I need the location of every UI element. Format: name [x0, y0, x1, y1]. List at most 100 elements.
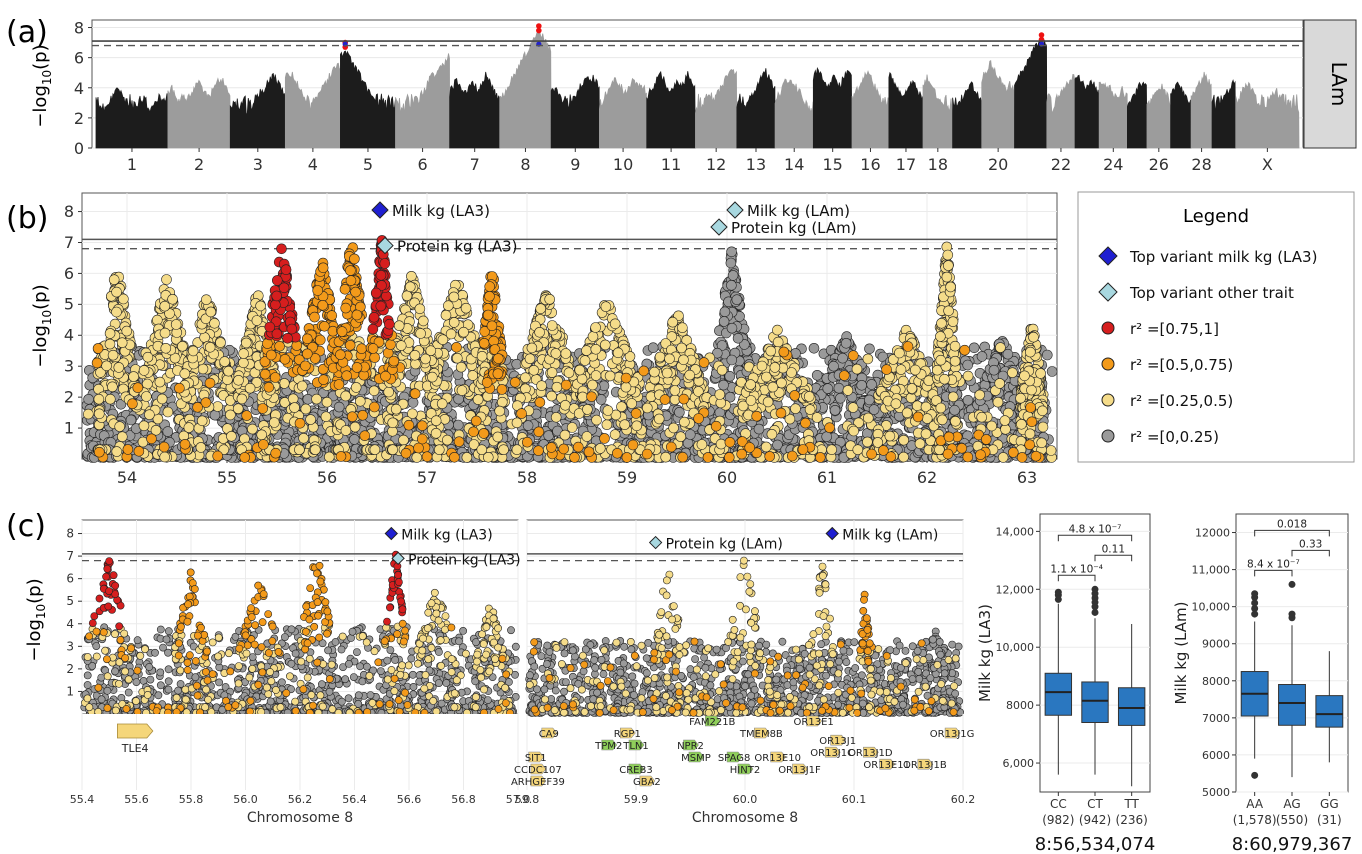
- snp-point: [950, 405, 960, 415]
- snp-point: [322, 397, 332, 407]
- snp-point: [812, 370, 822, 380]
- snp-point: [912, 401, 922, 411]
- snp-point: [727, 323, 737, 333]
- x-tick-label: 3: [253, 155, 263, 174]
- snp-point: [406, 271, 416, 281]
- snp-point: [512, 418, 522, 428]
- snp-point: [560, 430, 570, 440]
- snp-point: [421, 354, 431, 364]
- snp-point: [171, 320, 181, 330]
- snp-point: [160, 301, 170, 311]
- snp-point: [399, 435, 409, 445]
- snp-point: [160, 328, 170, 338]
- snp-point: [746, 380, 756, 390]
- x-tick-label: 18: [928, 155, 948, 174]
- snp-point: [726, 280, 736, 290]
- snp-point: [112, 307, 122, 317]
- snp-point: [823, 384, 833, 394]
- snp-point: [560, 400, 570, 410]
- snp-point: [948, 392, 958, 402]
- snp-point: [863, 413, 873, 423]
- x-tick-label: 12: [706, 155, 726, 174]
- snp-point: [677, 323, 687, 333]
- snp-point: [1016, 393, 1026, 403]
- x-tick-label: 14: [784, 155, 804, 174]
- snp-point: [648, 343, 658, 353]
- snp-point: [457, 386, 467, 396]
- snp-point: [196, 442, 206, 452]
- snp-point: [867, 379, 877, 389]
- snp-point: [674, 407, 684, 417]
- snp-point: [396, 341, 406, 351]
- x-tick-label: 26: [1149, 155, 1169, 174]
- snp-point: [655, 352, 665, 362]
- y-tick-label: 4: [64, 326, 74, 345]
- x-tick-label: 11: [661, 155, 681, 174]
- snp-point: [588, 380, 598, 390]
- snp-point: [114, 362, 124, 372]
- snp-point: [679, 417, 689, 427]
- snp-point: [525, 354, 535, 364]
- snp-point: [665, 354, 675, 364]
- snp-point: [894, 348, 904, 358]
- snp-point: [1027, 385, 1037, 395]
- snp-point: [459, 327, 469, 337]
- snp-point: [477, 445, 487, 455]
- snp-point: [862, 437, 872, 447]
- snp-point: [987, 421, 997, 431]
- snp-point: [139, 421, 149, 431]
- snp-point: [809, 343, 819, 353]
- snp-point: [746, 396, 756, 406]
- x-tick-label: 28: [1191, 155, 1211, 174]
- snp-point: [535, 327, 545, 337]
- snp-point: [493, 432, 503, 442]
- snp-point: [621, 382, 631, 392]
- snp-point: [910, 365, 920, 375]
- snp-point: [605, 371, 615, 381]
- snp-point: [391, 404, 401, 414]
- snp-point: [804, 392, 814, 402]
- x-tick-label: 22: [1051, 155, 1071, 174]
- snp-point: [144, 410, 154, 420]
- snp-point: [719, 380, 729, 390]
- snp-point: [452, 353, 462, 363]
- snp-point: [162, 275, 172, 285]
- y-tick-label: 6: [74, 49, 84, 68]
- snp-point: [197, 416, 207, 426]
- snp-point: [885, 431, 895, 441]
- snp-point: [512, 445, 522, 455]
- snp-point: [715, 390, 725, 400]
- y-tick-label: 8: [74, 19, 84, 38]
- snp-point: [161, 343, 171, 353]
- snp-point: [247, 424, 257, 434]
- panel-label-b: (b): [6, 201, 48, 236]
- snp-point: [963, 395, 973, 405]
- y-tick-label: 4: [74, 79, 84, 98]
- snp-point: [122, 326, 132, 336]
- snp-point: [835, 393, 845, 403]
- snp-point: [105, 339, 115, 349]
- snp-point: [108, 350, 118, 360]
- snp-point: [791, 404, 801, 414]
- snp-point: [592, 415, 602, 425]
- snp-point: [580, 356, 590, 366]
- snp-point: [547, 391, 557, 401]
- facet-strip: LAm: [1304, 20, 1356, 148]
- snp-point: [600, 340, 610, 350]
- snp-point: [468, 371, 478, 381]
- snp-point: [112, 287, 122, 297]
- snp-point: [269, 418, 279, 428]
- snp-point: [761, 442, 771, 452]
- snp-point: [632, 421, 642, 431]
- snp-point: [732, 295, 742, 305]
- snp-point: [642, 403, 652, 413]
- snp-point: [766, 346, 776, 356]
- snp-point: [117, 432, 127, 442]
- snp-point: [805, 405, 815, 415]
- x-tick-label: 24: [1103, 155, 1123, 174]
- snp-point: [995, 378, 1005, 388]
- snp-point: [129, 372, 139, 382]
- snp-point: [334, 402, 344, 412]
- regional-plot: 12345678 Milk kg (LA3)Protein kg (LA3)Mil…: [30, 193, 1057, 487]
- snp-point: [341, 391, 351, 401]
